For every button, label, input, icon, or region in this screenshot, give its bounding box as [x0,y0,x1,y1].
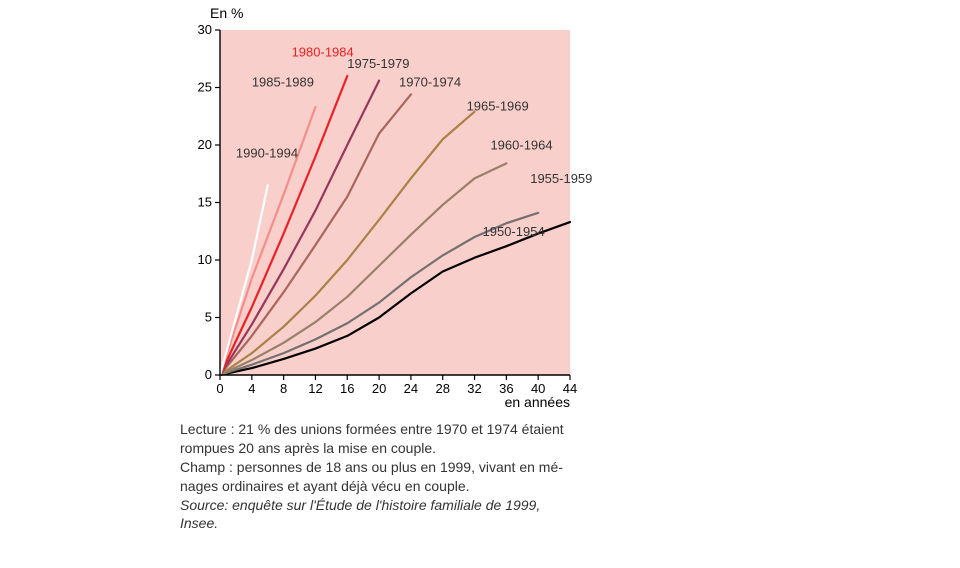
y-axis-title: En % [210,5,243,21]
series-label-1990-1994: 1990-1994 [236,146,298,161]
y-tick-label: 15 [198,195,212,210]
series-label-1965-1969: 1965-1969 [467,99,529,114]
y-tick-label: 10 [198,252,212,267]
x-tick-label: 16 [340,381,354,396]
x-tick-label: 12 [308,381,322,396]
y-tick-label: 0 [205,367,212,382]
x-tick-label: 20 [372,381,386,396]
series-label-1950-1954: 1950-1954 [483,224,545,239]
x-tick-label: 0 [216,381,223,396]
series-label-1960-1964: 1960-1964 [490,138,552,153]
x-tick-label: 4 [248,381,255,396]
y-tick-label: 20 [198,137,212,152]
series-label-1980-1984: 1980-1984 [292,44,354,59]
y-tick-label: 30 [198,22,212,37]
x-tick-label: 32 [467,381,481,396]
source-line1: Source: enquête sur l'Étude de l'histoir… [180,496,580,515]
champ-line1: Champ : personnes de 18 ans ou plus en 1… [180,458,580,477]
y-tick-label: 25 [198,80,212,95]
series-label-1955-1959: 1955-1959 [530,171,592,186]
chart-container: 1950-1954 1955-1959 1960-1964 1965-1969 1970… [180,0,610,410]
champ-line2: nages ordinaires et ayant déjà vécu en c… [180,477,580,496]
caption-block: Lecture : 21 % des unions formées entre … [180,420,580,533]
y-tick-label: 5 [205,310,212,325]
series-label-1970-1974: 1970-1974 [399,74,461,89]
source-line2: Insee. [180,514,580,533]
series-label-1975-1979: 1975-1979 [347,56,409,71]
lecture-line2: rompues 20 ans après la mise en couple. [180,439,580,458]
x-axis-title: en années [505,394,570,410]
x-tick-label: 24 [404,381,418,396]
series-label-1985-1989: 1985-1989 [252,74,314,89]
lecture-line1: Lecture : 21 % des unions formées entre … [180,420,580,439]
line-chart: 1950-1954 1955-1959 1960-1964 1965-1969 1970… [180,0,610,410]
x-tick-label: 28 [435,381,449,396]
x-tick-label: 8 [280,381,287,396]
